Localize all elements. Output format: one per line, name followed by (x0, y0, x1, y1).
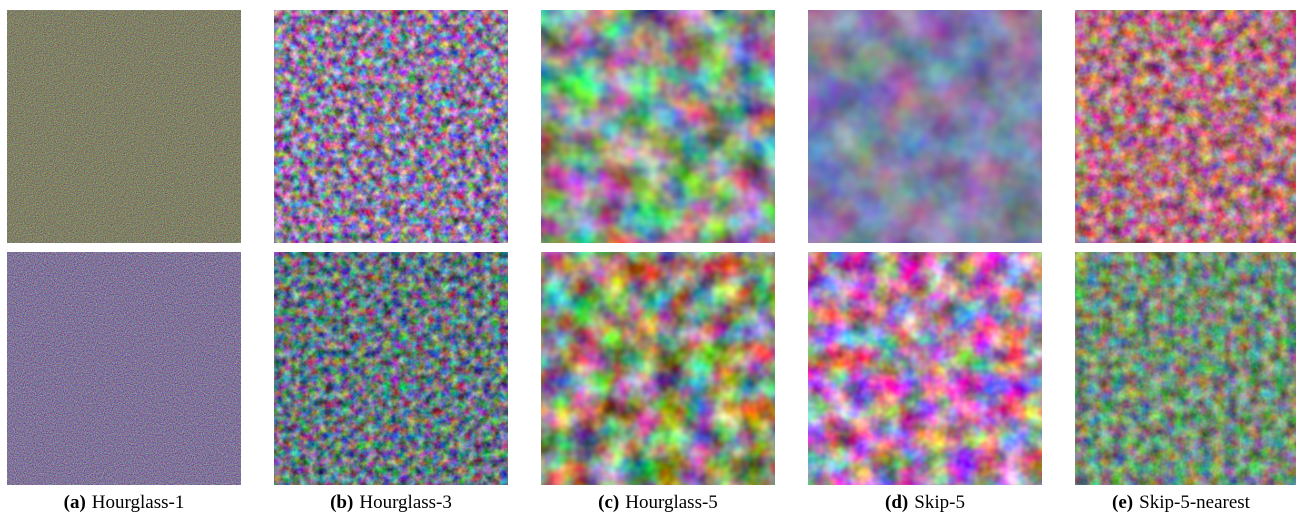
caption: (d) Skip-5 (808, 492, 1042, 514)
texture-image (1075, 10, 1296, 243)
texture-grid (0, 0, 1298, 490)
panel-label: (c) (598, 492, 619, 513)
panel-label: (e) (1112, 492, 1133, 513)
panel-caption: Hourglass-5 (625, 492, 718, 513)
caption: (c) Hourglass-5 (541, 492, 775, 514)
texture-image (541, 252, 775, 485)
caption: (b) Hourglass-3 (274, 492, 508, 514)
panel-label: (b) (330, 492, 353, 513)
texture-image (274, 252, 508, 485)
texture-image (274, 10, 508, 243)
panel-label: (a) (64, 492, 86, 513)
panel-caption: Hourglass-1 (92, 492, 185, 513)
texture-image (808, 10, 1042, 243)
caption: (a) Hourglass-1 (7, 492, 241, 514)
texture-image (7, 10, 241, 243)
texture-image (7, 252, 241, 485)
panel-label: (d) (885, 492, 908, 513)
texture-image (808, 252, 1042, 485)
panel-caption: Skip-5 (914, 492, 965, 513)
caption: (e) Skip-5-nearest (1064, 492, 1298, 514)
texture-image (541, 10, 775, 243)
figure: (a) Hourglass-1 (b) Hourglass-3 (c) Hourgla… (0, 0, 1298, 517)
texture-image (1075, 252, 1296, 485)
panel-caption: Skip-5-nearest (1139, 492, 1250, 513)
panel-caption: Hourglass-3 (359, 492, 452, 513)
